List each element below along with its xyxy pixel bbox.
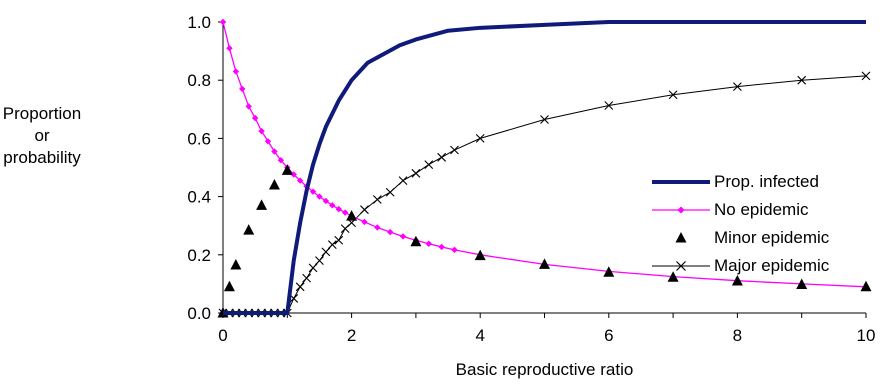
point-major-epidemic <box>437 152 447 162</box>
point-no-epidemic <box>232 68 240 75</box>
y-tick-label: 0.0 <box>187 304 211 323</box>
point-major-epidemic <box>540 115 549 124</box>
point-no-epidemic <box>258 127 265 135</box>
legend-item-prop-infected: Prop. infected <box>648 170 888 194</box>
point-no-epidemic <box>219 18 227 26</box>
legend-item-minor-epidemic: Minor epidemic <box>648 226 888 250</box>
point-minor-epidemic <box>256 199 268 210</box>
point-minor-epidemic <box>243 224 255 235</box>
point-major-epidemic <box>308 263 318 273</box>
point-no-epidemic <box>399 233 407 240</box>
x-tick-label: 6 <box>604 326 613 345</box>
legend-label-prop-infected: Prop. infected <box>714 172 819 191</box>
legend-item-no-epidemic: No epidemic <box>648 198 888 222</box>
point-no-epidemic <box>341 209 349 216</box>
point-major-epidemic <box>733 82 742 91</box>
point-no-epidemic <box>329 202 336 209</box>
x-tick-label: 4 <box>475 326 484 345</box>
point-no-epidemic <box>361 218 368 226</box>
point-no-epidemic <box>451 246 458 254</box>
y-tick-label: 0.8 <box>187 71 211 90</box>
point-no-epidemic <box>309 188 317 195</box>
y-tick-label: 0.2 <box>187 246 211 265</box>
point-minor-epidemic <box>346 210 358 221</box>
point-major-epidemic <box>295 282 305 292</box>
point-major-epidemic <box>450 145 459 155</box>
point-minor-epidemic <box>667 271 679 282</box>
point-minor-epidemic <box>223 280 235 292</box>
point-minor-epidemic <box>474 249 486 261</box>
legend-label-no-epidemic: No epidemic <box>714 200 809 219</box>
plot-area <box>217 18 872 318</box>
y-axis-label-line-2: or <box>34 126 50 145</box>
legend-symbol-prop-infected <box>652 180 710 184</box>
point-no-epidemic <box>277 157 285 164</box>
x-tick-label: 2 <box>347 326 356 345</box>
point-no-epidemic <box>251 114 259 122</box>
point-major-epidemic <box>315 256 324 266</box>
y-axis-label: Proportion or probability <box>0 103 84 169</box>
point-major-epidemic <box>372 195 382 204</box>
legend-label-minor-epidemic: Minor epidemic <box>714 228 830 247</box>
series-line-no-epidemic <box>222 21 867 288</box>
point-no-epidemic <box>322 197 330 205</box>
point-no-epidemic <box>386 228 394 236</box>
point-major-epidemic <box>360 205 369 215</box>
point-no-epidemic <box>335 205 342 213</box>
point-major-epidemic <box>398 176 408 185</box>
point-no-epidemic <box>245 103 252 110</box>
legend-symbol-major-epidemic <box>652 261 710 271</box>
series-prop-infected <box>223 20 866 315</box>
point-major-epidemic <box>302 273 311 283</box>
point-minor-epidemic <box>860 280 872 292</box>
point-minor-epidemic <box>603 266 615 277</box>
point-major-epidemic <box>385 187 395 197</box>
y-tick-label: 0.4 <box>187 188 211 207</box>
point-no-epidemic <box>271 148 278 155</box>
point-minor-epidemic <box>731 274 743 286</box>
x-tick-label: 8 <box>733 326 742 345</box>
legend-symbol-minor-epidemic <box>675 232 687 243</box>
point-minor-epidemic <box>796 278 808 289</box>
point-no-epidemic <box>226 44 233 52</box>
point-no-epidemic <box>425 240 432 247</box>
y-axis-label-line-3: probability <box>3 148 81 167</box>
axes: 0.0 0.2 0.4 0.6 0.8 1.0 0 2 4 6 8 10 <box>187 13 875 345</box>
x-axis-label: Basic reproductive ratio <box>455 360 634 379</box>
point-major-epidemic <box>797 75 807 85</box>
point-no-epidemic <box>316 193 323 200</box>
point-minor-epidemic <box>281 164 293 175</box>
legend-item-major-epidemic: Major epidemic <box>648 254 888 278</box>
legend-label-major-epidemic: Major epidemic <box>714 256 830 275</box>
point-major-epidemic <box>411 168 421 178</box>
point-minor-epidemic <box>268 178 280 190</box>
y-tick-label: 1.0 <box>187 13 211 32</box>
point-minor-epidemic <box>410 235 422 247</box>
point-major-epidemic <box>604 101 614 110</box>
point-major-epidemic <box>321 247 331 257</box>
point-no-epidemic <box>239 85 246 93</box>
y-axis-label-line-1: Proportion <box>2 104 82 123</box>
x-tick-label: 10 <box>857 326 876 345</box>
point-major-epidemic <box>668 90 678 100</box>
point-major-epidemic <box>475 134 485 143</box>
point-major-epidemic <box>861 71 871 81</box>
point-minor-epidemic <box>539 258 550 269</box>
point-no-epidemic <box>374 224 381 231</box>
y-tick-label: 0.6 <box>187 129 211 148</box>
x-tick-label: 0 <box>218 326 227 345</box>
point-no-epidemic <box>296 177 304 184</box>
series-line-prop-infected <box>223 20 866 315</box>
point-no-epidemic <box>264 138 272 145</box>
point-no-epidemic <box>438 243 445 251</box>
point-major-epidemic <box>334 235 344 245</box>
point-major-epidemic <box>327 240 337 250</box>
point-no-epidemic <box>290 171 297 178</box>
point-minor-epidemic <box>230 258 242 270</box>
point-major-epidemic <box>424 160 434 169</box>
legend-symbol-no-epidemic <box>652 206 710 214</box>
